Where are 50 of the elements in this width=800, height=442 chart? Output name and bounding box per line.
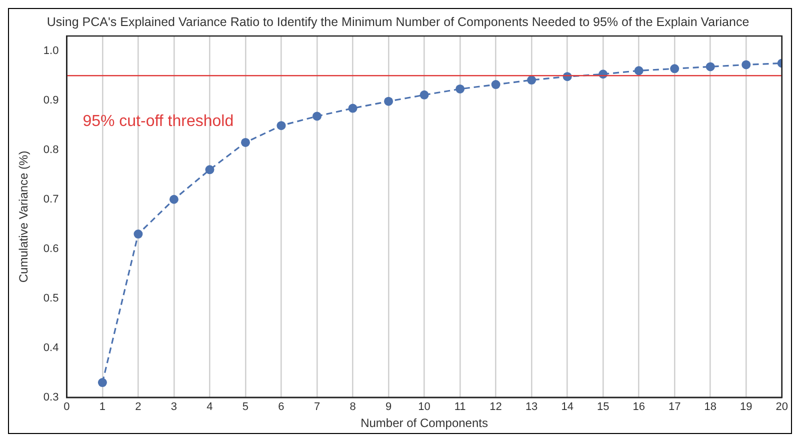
x-tick-label: 11 — [454, 401, 466, 414]
x-tick-label: 5 — [242, 401, 249, 414]
point — [205, 165, 214, 174]
point — [527, 76, 536, 85]
y-tick-label: 0.8 — [43, 144, 59, 156]
x-tick-label: 18 — [704, 401, 716, 414]
x-tick-label: 16 — [632, 401, 645, 414]
ref-line-label: 95% cut-off threshold — [82, 113, 234, 130]
point — [276, 121, 286, 130]
x-tick-label: 9 — [385, 401, 392, 414]
point — [312, 112, 322, 121]
point — [706, 62, 715, 72]
y-tick-label: 0.9 — [43, 94, 59, 106]
x-tick-label: 0 — [64, 401, 70, 414]
point — [348, 104, 358, 113]
x-tick-label: 6 — [278, 401, 284, 414]
point — [169, 194, 178, 204]
y-tick-label: 0.5 — [43, 292, 59, 304]
y-axis-title: Cumulative Variance (%) — [16, 150, 31, 283]
point — [240, 138, 250, 147]
chart-title: Using PCA's Explained Variance Ratio to Identify the Minimum Number of Components Needed to 95% of the Explain Variance — [46, 14, 750, 29]
x-tick-label: 7 — [314, 401, 320, 414]
x-axis-title: Number of Components — [360, 416, 488, 430]
x-tick-label: 1 — [99, 401, 106, 414]
point — [98, 378, 107, 388]
y-tick-label: 0.6 — [43, 242, 59, 255]
y-tick-label: 0.7 — [43, 193, 59, 206]
y-tick-label: 0.4 — [43, 342, 59, 354]
point — [634, 66, 644, 76]
x-tick-label: 15 — [596, 401, 610, 414]
x-tick-label: 19 — [740, 401, 752, 414]
x-tick-label: 20 — [776, 401, 788, 414]
x-tick-label: 2 — [135, 401, 142, 414]
y-tick-label: 0.3 — [43, 391, 59, 404]
x-tick-label: 8 — [350, 401, 356, 414]
x-tick-label: 17 — [668, 401, 681, 414]
point — [420, 90, 429, 100]
x-tick-label: 12 — [490, 401, 502, 414]
point — [456, 84, 465, 94]
x-tick-label: 13 — [525, 401, 538, 414]
y-tick-label: 1.0 — [43, 44, 59, 57]
point — [742, 60, 751, 70]
point — [491, 80, 500, 90]
point — [134, 230, 143, 239]
x-tick-label: 10 — [418, 401, 430, 414]
x-tick-label: 14 — [561, 401, 574, 414]
x-tick-label: 3 — [170, 401, 178, 414]
x-tick-label: 4 — [206, 401, 213, 414]
point — [670, 64, 680, 74]
point — [384, 96, 394, 106]
